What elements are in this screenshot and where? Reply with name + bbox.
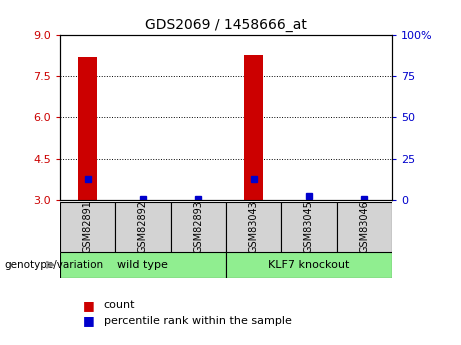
Bar bbox=[115, 202, 171, 252]
Bar bbox=[171, 202, 226, 252]
Text: ■: ■ bbox=[83, 314, 95, 327]
Text: ■: ■ bbox=[83, 299, 95, 312]
Text: GSM83045: GSM83045 bbox=[304, 200, 314, 253]
Bar bbox=[189, 199, 208, 200]
Text: genotype/variation: genotype/variation bbox=[5, 260, 104, 270]
Text: GSM82891: GSM82891 bbox=[83, 200, 93, 253]
Bar bbox=[226, 202, 281, 252]
Bar bbox=[281, 202, 337, 252]
Text: GSM82892: GSM82892 bbox=[138, 200, 148, 253]
Bar bbox=[337, 202, 392, 252]
Text: GSM82893: GSM82893 bbox=[193, 200, 203, 253]
Text: GSM83046: GSM83046 bbox=[359, 200, 369, 253]
Text: KLF7 knockout: KLF7 knockout bbox=[268, 260, 349, 270]
Bar bbox=[226, 252, 392, 278]
Text: GSM83043: GSM83043 bbox=[248, 200, 259, 253]
Text: count: count bbox=[104, 300, 135, 310]
Bar bbox=[60, 202, 115, 252]
Text: percentile rank within the sample: percentile rank within the sample bbox=[104, 316, 292, 326]
Bar bbox=[244, 55, 263, 200]
Bar bbox=[299, 199, 319, 200]
Title: GDS2069 / 1458666_at: GDS2069 / 1458666_at bbox=[145, 18, 307, 32]
Bar bbox=[60, 252, 226, 278]
Bar bbox=[78, 57, 97, 200]
Bar bbox=[133, 199, 153, 200]
Text: wild type: wild type bbox=[118, 260, 168, 270]
Bar bbox=[355, 199, 374, 200]
